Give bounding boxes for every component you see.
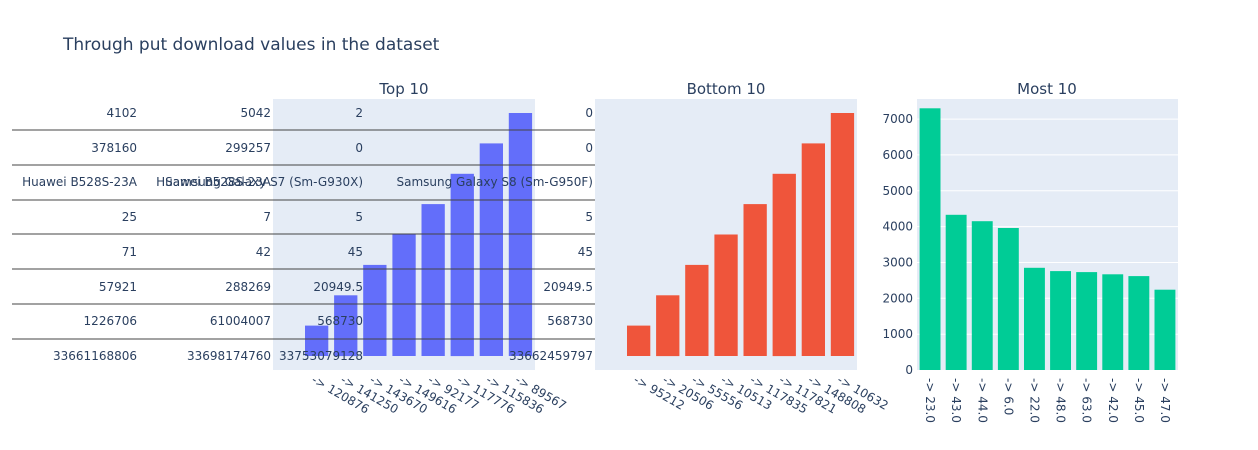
- most10-bar: [919, 108, 941, 371]
- table-cell: 33698174760: [187, 349, 271, 363]
- table-cell: 4102: [106, 106, 137, 120]
- most10-bar: [1102, 274, 1124, 370]
- table-cell: 5: [585, 210, 593, 224]
- table-cell: 45: [578, 245, 593, 259]
- table-cell: 568730: [547, 314, 593, 328]
- table-cell: 71: [122, 245, 137, 259]
- most10-x-tick-label: -> 43.0: [949, 378, 963, 423]
- most10-bar: [1050, 271, 1071, 370]
- most10-y-tick-label: 3000: [882, 256, 913, 270]
- most10-bar: [1024, 267, 1045, 370]
- most10-y-tick-label: 6000: [882, 148, 913, 162]
- top10-bar: [334, 295, 358, 357]
- table-cell: 2: [355, 106, 363, 120]
- table-cell: 33661168806: [53, 349, 137, 363]
- table-cell: 42: [256, 245, 271, 259]
- bottom10-subplot-title: Bottom 10: [687, 80, 766, 98]
- most10-x-tick-label: -> 42.0: [1106, 378, 1120, 423]
- most10-y-tick-labels: 0 1000 2000 3000 4000 5000 6000 7000: [882, 112, 913, 377]
- chart-title: Through put download values in the datas…: [62, 35, 440, 55]
- top10-bar: [392, 234, 416, 356]
- bottom10-bar: [656, 295, 680, 357]
- bottom10-bar: [830, 113, 855, 356]
- bottom10-bar: [685, 264, 709, 356]
- most10-x-tick-label: -> 47.0: [1158, 378, 1172, 423]
- bottom10-bar: [772, 173, 796, 357]
- bottom10-bar: [801, 143, 825, 356]
- most10-bar: [1154, 289, 1176, 370]
- most10-x-tick-label: -> 6.0: [1001, 378, 1015, 415]
- table-cell: Huawei B528S-23A: [22, 175, 138, 189]
- table-cell: 20949.5: [543, 280, 593, 294]
- top10-bar: [479, 143, 503, 356]
- table-cell: 25: [122, 210, 137, 224]
- table-cell: 0: [585, 106, 593, 120]
- table-cell: 1226706: [84, 314, 137, 328]
- most10-bar: [945, 214, 967, 370]
- most10-x-tick-label: -> 44.0: [975, 378, 989, 423]
- most10-bar: [1076, 272, 1098, 370]
- table-cell: Huawei B528S-23A: [156, 175, 272, 189]
- table-cell: 0: [355, 141, 363, 155]
- table-cell: 33753079128: [279, 349, 363, 363]
- table-cell: Samsung Galaxy S7 (Sm-G930X): [165, 175, 363, 189]
- most10-bar: [1128, 276, 1150, 370]
- most10-subplot-title: Most 10: [1017, 80, 1077, 98]
- table-cell: 568730: [317, 314, 363, 328]
- table-cell: 57921: [99, 280, 137, 294]
- most10-y-tick-label: 4000: [882, 220, 913, 234]
- table-cell: 378160: [91, 141, 137, 155]
- most10-bar: [971, 221, 993, 370]
- top10-bar: [363, 264, 387, 356]
- top10-subplot-title: Top 10: [378, 80, 428, 98]
- most10-x-tick-label: -> 22.0: [1028, 378, 1042, 423]
- bottom10-bar: [743, 204, 767, 356]
- table-cell: 7: [263, 210, 271, 224]
- top10-bar: [421, 204, 445, 356]
- most10-y-tick-label: 7000: [882, 112, 913, 126]
- bottom10-bar: [627, 325, 651, 356]
- most10-x-tick-labels: -> 23.0 -> 43.0 -> 44.0 -> 6.0 -> 22.0 -> 48.…: [923, 378, 1172, 423]
- most10-y-tick-label: 2000: [882, 291, 913, 305]
- bottom10-bar: [714, 234, 738, 356]
- table-cell: Samsung Galaxy S8 (Sm-G950F): [396, 175, 593, 189]
- table-cell: 5042: [240, 106, 271, 120]
- bottom10-x-tick-labels: -> 95212-> 20506-> 55556-> 10513-> 11783…: [631, 372, 891, 416]
- table-cell: 33662459797: [509, 349, 593, 363]
- table-cell: 5: [355, 210, 363, 224]
- most10-y-tick-label: 5000: [882, 184, 913, 198]
- top10-x-tick-labels: -> 120876-> 141250-> 143670-> 149616-> 9…: [309, 372, 569, 416]
- top10-bars: [305, 113, 533, 357]
- most10-x-tick-label: -> 45.0: [1132, 378, 1146, 423]
- table-cell: 299257: [225, 141, 271, 155]
- table-cell: 288269: [225, 280, 271, 294]
- table-cell: 0: [585, 141, 593, 155]
- table-cell: 45: [348, 245, 363, 259]
- top10-bar: [305, 325, 329, 356]
- most10-x-tick-label: -> 63.0: [1080, 378, 1094, 423]
- top10-bar: [450, 173, 474, 357]
- table-cell: 20949.5: [313, 280, 363, 294]
- most10-y-tick-label: 1000: [882, 327, 913, 341]
- most10-bar: [997, 228, 1019, 370]
- bottom10-bars: [627, 113, 855, 357]
- table-cell: 61004007: [210, 314, 271, 328]
- most10-y-tick-label: 0: [905, 363, 913, 377]
- most10-x-tick-label: -> 23.0: [923, 378, 937, 423]
- most10-x-tick-label: -> 48.0: [1054, 378, 1068, 423]
- most10-bars: [919, 108, 1176, 371]
